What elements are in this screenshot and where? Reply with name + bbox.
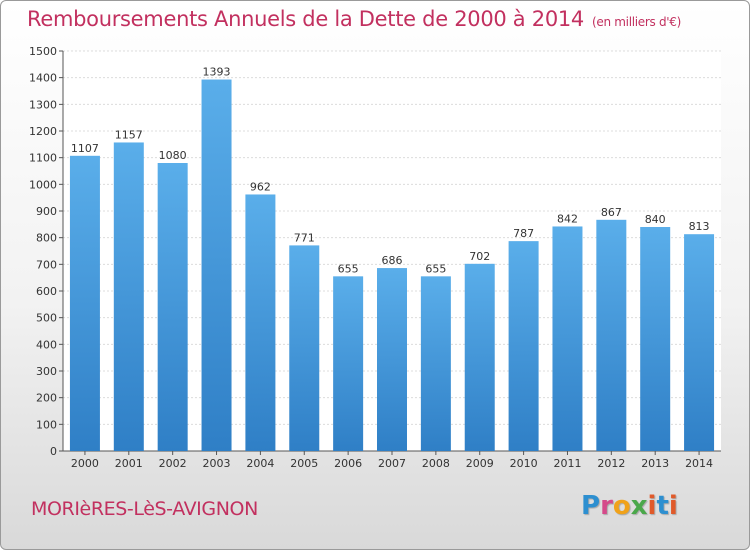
y-tick-label: 100 xyxy=(36,418,57,431)
proxiti-logo: Proxiti xyxy=(581,491,678,521)
y-tick-label: 200 xyxy=(36,392,57,405)
data-label: 840 xyxy=(645,213,666,226)
data-label: 867 xyxy=(601,206,622,219)
x-tick-label: 2007 xyxy=(378,457,406,470)
x-tick-label: 2009 xyxy=(466,457,494,470)
data-label: 1393 xyxy=(203,66,231,79)
y-tick-label: 800 xyxy=(36,232,57,245)
y-tick-label: 1300 xyxy=(29,98,57,111)
y-tick-label: 400 xyxy=(36,338,57,351)
x-tick-label: 2002 xyxy=(159,457,187,470)
y-tick-label: 700 xyxy=(36,258,57,271)
x-tick-label: 2014 xyxy=(685,457,713,470)
bar xyxy=(377,268,407,451)
x-tick-label: 2003 xyxy=(203,457,231,470)
y-tick-label: 1000 xyxy=(29,178,57,191)
bar xyxy=(245,194,276,451)
data-label: 1157 xyxy=(115,128,143,141)
data-label: 1107 xyxy=(71,142,99,155)
chart-title-text: Remboursements Annuels de la Dette de 20… xyxy=(27,7,584,31)
data-label: 787 xyxy=(513,227,534,240)
x-tick-label: 2013 xyxy=(641,457,669,470)
chart-unit-note: (en milliers d'€) xyxy=(592,15,682,29)
x-tick-label: 2010 xyxy=(510,457,538,470)
data-label: 813 xyxy=(689,220,710,233)
y-tick-label: 1500 xyxy=(29,45,57,58)
y-tick-label: 900 xyxy=(36,205,57,218)
y-tick-label: 1100 xyxy=(29,152,57,165)
x-tick-label: 2006 xyxy=(334,457,362,470)
chart-title: Remboursements Annuels de la Dette de 20… xyxy=(27,7,681,31)
bar xyxy=(201,79,232,452)
data-label: 842 xyxy=(557,212,578,225)
y-tick-label: 600 xyxy=(36,285,57,298)
data-label: 702 xyxy=(469,250,490,263)
bar xyxy=(420,276,451,451)
x-tick-label: 2011 xyxy=(553,457,581,470)
x-tick-label: 2000 xyxy=(71,457,99,470)
data-label: 655 xyxy=(425,262,446,275)
bar xyxy=(552,226,583,451)
bar xyxy=(640,227,671,451)
bar xyxy=(596,219,627,451)
x-tick-label: 2005 xyxy=(290,457,318,470)
bar xyxy=(684,234,715,451)
data-label: 686 xyxy=(382,254,403,267)
bar xyxy=(69,155,100,452)
y-tick-label: 500 xyxy=(36,312,57,325)
bar xyxy=(289,245,320,451)
bar xyxy=(113,142,144,451)
y-tick-label: 0 xyxy=(50,445,57,458)
y-tick-label: 1400 xyxy=(29,72,57,85)
data-label: 771 xyxy=(294,231,315,244)
y-tick-label: 1200 xyxy=(29,125,57,138)
data-label: 1080 xyxy=(159,149,187,162)
bar xyxy=(333,276,364,451)
x-tick-label: 2004 xyxy=(246,457,274,470)
bar xyxy=(464,263,495,451)
bar xyxy=(157,163,188,451)
x-tick-label: 2012 xyxy=(597,457,625,470)
bar xyxy=(508,241,539,451)
data-label: 655 xyxy=(338,262,359,275)
x-tick-label: 2008 xyxy=(422,457,450,470)
x-tick-label: 2001 xyxy=(115,457,143,470)
y-tick-label: 300 xyxy=(36,365,57,378)
town-name: MORIèRES-LèS-AVIGNON xyxy=(31,498,258,520)
data-label: 962 xyxy=(250,180,271,193)
